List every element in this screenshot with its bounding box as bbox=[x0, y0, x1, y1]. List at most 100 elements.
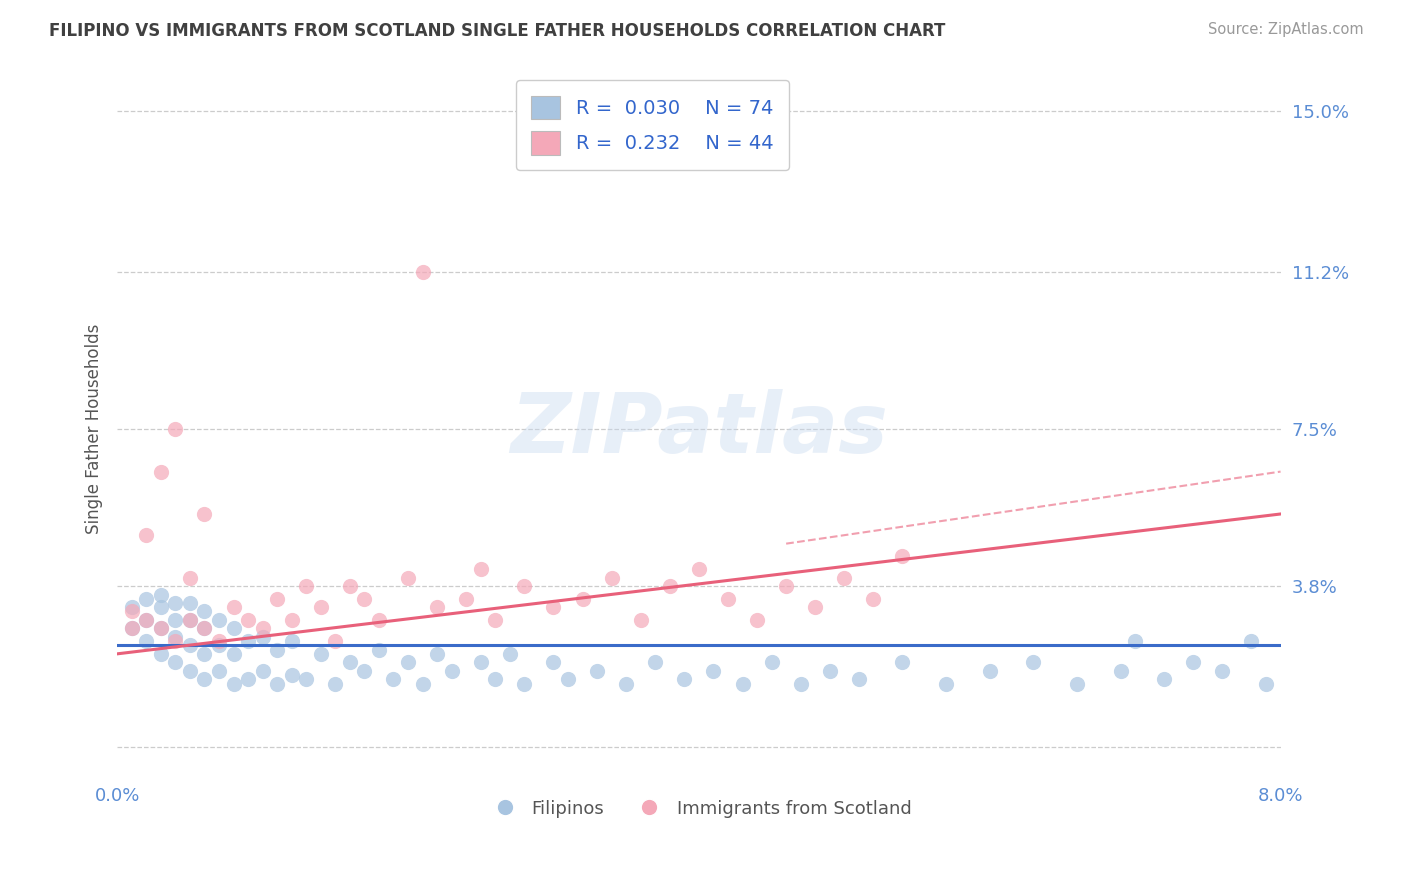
Point bbox=[236, 673, 259, 687]
Point bbox=[295, 673, 318, 687]
Point bbox=[353, 591, 375, 606]
Point bbox=[236, 613, 259, 627]
Point bbox=[135, 591, 157, 606]
Point bbox=[644, 656, 666, 670]
Text: FILIPINO VS IMMIGRANTS FROM SCOTLAND SINGLE FATHER HOUSEHOLDS CORRELATION CHART: FILIPINO VS IMMIGRANTS FROM SCOTLAND SIN… bbox=[49, 22, 946, 40]
Point bbox=[1153, 673, 1175, 687]
Point bbox=[149, 622, 172, 636]
Point bbox=[323, 634, 346, 648]
Point bbox=[426, 600, 449, 615]
Text: ZIPatlas: ZIPatlas bbox=[510, 389, 887, 470]
Point bbox=[470, 562, 492, 576]
Point bbox=[266, 642, 288, 657]
Point bbox=[252, 622, 274, 636]
Point bbox=[1066, 676, 1088, 690]
Point bbox=[222, 676, 245, 690]
Point bbox=[193, 673, 215, 687]
Point bbox=[614, 676, 637, 690]
Point bbox=[222, 600, 245, 615]
Point bbox=[789, 676, 811, 690]
Point bbox=[818, 664, 841, 678]
Point bbox=[149, 647, 172, 661]
Point bbox=[193, 647, 215, 661]
Point bbox=[440, 664, 463, 678]
Point bbox=[208, 634, 231, 648]
Point bbox=[208, 664, 231, 678]
Point bbox=[222, 647, 245, 661]
Point bbox=[543, 600, 565, 615]
Point bbox=[135, 528, 157, 542]
Point bbox=[165, 613, 187, 627]
Point bbox=[149, 587, 172, 601]
Point bbox=[193, 622, 215, 636]
Point bbox=[834, 570, 856, 584]
Point bbox=[586, 664, 609, 678]
Point bbox=[135, 613, 157, 627]
Point bbox=[499, 647, 522, 661]
Point bbox=[557, 673, 579, 687]
Point bbox=[236, 634, 259, 648]
Point bbox=[658, 579, 681, 593]
Point bbox=[1022, 656, 1045, 670]
Point bbox=[891, 549, 914, 564]
Point bbox=[280, 613, 302, 627]
Point bbox=[149, 600, 172, 615]
Point bbox=[1254, 676, 1277, 690]
Point bbox=[673, 673, 696, 687]
Point bbox=[193, 622, 215, 636]
Point bbox=[193, 604, 215, 618]
Point bbox=[717, 591, 740, 606]
Point bbox=[456, 591, 478, 606]
Text: Source: ZipAtlas.com: Source: ZipAtlas.com bbox=[1208, 22, 1364, 37]
Point bbox=[1182, 656, 1205, 670]
Point bbox=[135, 634, 157, 648]
Point bbox=[688, 562, 710, 576]
Point bbox=[323, 676, 346, 690]
Point bbox=[252, 630, 274, 644]
Point bbox=[775, 579, 797, 593]
Point bbox=[630, 613, 652, 627]
Point bbox=[165, 422, 187, 436]
Point bbox=[396, 656, 419, 670]
Point bbox=[470, 656, 492, 670]
Point bbox=[121, 600, 143, 615]
Point bbox=[149, 465, 172, 479]
Point bbox=[165, 634, 187, 648]
Point bbox=[396, 570, 419, 584]
Point bbox=[848, 673, 870, 687]
Point bbox=[121, 604, 143, 618]
Point bbox=[208, 613, 231, 627]
Point bbox=[295, 579, 318, 593]
Point bbox=[339, 579, 361, 593]
Point bbox=[702, 664, 724, 678]
Point bbox=[179, 613, 201, 627]
Y-axis label: Single Father Households: Single Father Households bbox=[86, 324, 103, 534]
Point bbox=[309, 600, 332, 615]
Point bbox=[571, 591, 593, 606]
Point bbox=[1211, 664, 1233, 678]
Point bbox=[208, 639, 231, 653]
Point bbox=[266, 591, 288, 606]
Point bbox=[193, 507, 215, 521]
Point bbox=[339, 656, 361, 670]
Point bbox=[353, 664, 375, 678]
Point bbox=[543, 656, 565, 670]
Point bbox=[121, 622, 143, 636]
Point bbox=[222, 622, 245, 636]
Point bbox=[484, 613, 506, 627]
Legend: Filipinos, Immigrants from Scotland: Filipinos, Immigrants from Scotland bbox=[479, 792, 918, 825]
Point bbox=[179, 639, 201, 653]
Point bbox=[280, 634, 302, 648]
Point bbox=[1123, 634, 1146, 648]
Point bbox=[252, 664, 274, 678]
Point bbox=[862, 591, 884, 606]
Point bbox=[179, 596, 201, 610]
Point bbox=[165, 656, 187, 670]
Point bbox=[368, 642, 391, 657]
Point bbox=[412, 265, 434, 279]
Point bbox=[513, 676, 536, 690]
Point bbox=[979, 664, 1001, 678]
Point bbox=[165, 596, 187, 610]
Point bbox=[121, 622, 143, 636]
Point bbox=[179, 613, 201, 627]
